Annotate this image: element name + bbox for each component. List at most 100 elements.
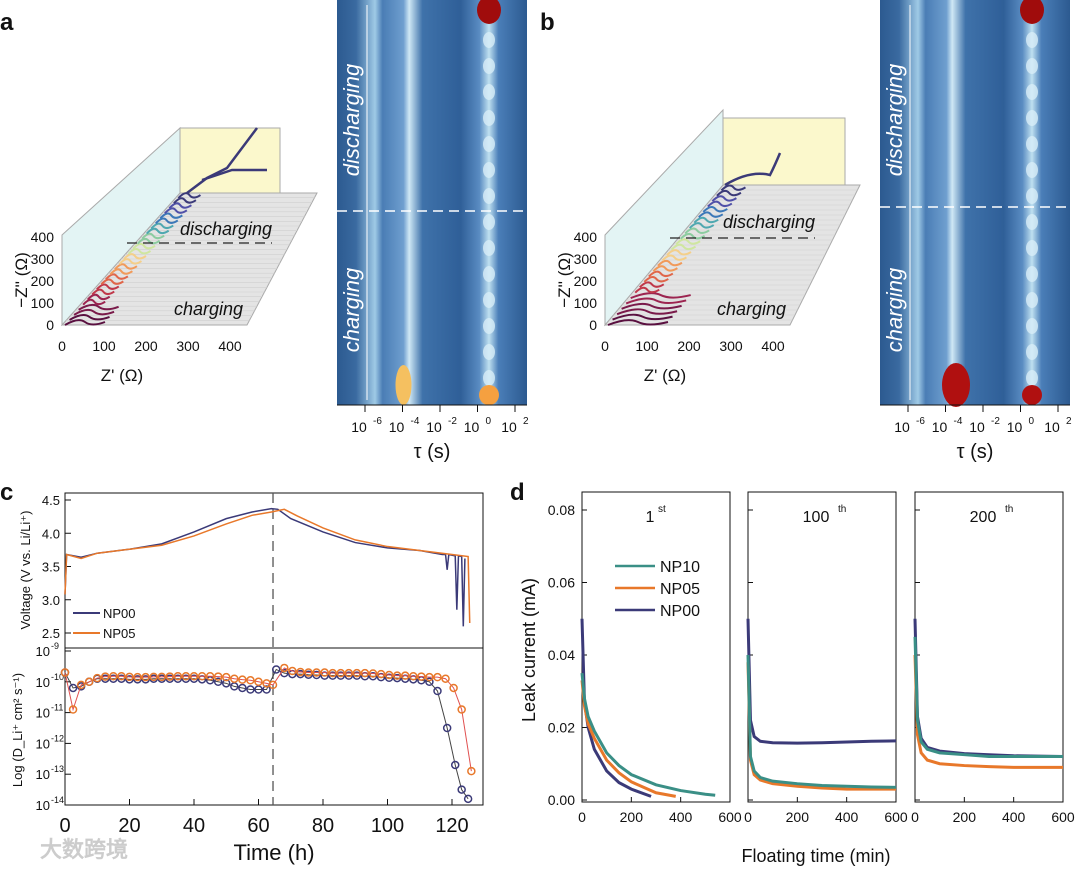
impedance-curve bbox=[693, 216, 719, 224]
impedance-curve bbox=[127, 248, 152, 255]
y-tick-label: 0.02 bbox=[548, 720, 575, 736]
diffusion-point-NP05 bbox=[368, 669, 378, 678]
diffusion-point-NP05 bbox=[433, 672, 442, 682]
y-tick-label: 4.5 bbox=[42, 493, 60, 508]
y-tick-label: 3.5 bbox=[42, 560, 60, 575]
diffusion-point-NP05 bbox=[425, 672, 434, 682]
panel-label-a: a bbox=[0, 9, 14, 36]
impedance-curve bbox=[73, 308, 115, 316]
heatmap-hotspot bbox=[942, 363, 970, 407]
diffusion-point-NP05 bbox=[101, 672, 110, 681]
impedance-curve bbox=[114, 263, 138, 270]
diffusion-point-NP05 bbox=[400, 671, 410, 680]
x-tick-label: 10 bbox=[894, 419, 910, 435]
x-axis-label: Z' (Ω) bbox=[101, 366, 143, 385]
y-tick-exponent: -13 bbox=[51, 764, 64, 774]
heatmap-feature bbox=[1026, 84, 1038, 100]
impedance-curve bbox=[168, 202, 192, 209]
heatmap-feature bbox=[483, 84, 495, 100]
impedance-curve bbox=[96, 283, 120, 291]
legend-label-NP05: NP05 bbox=[660, 581, 700, 598]
impedance-curve bbox=[634, 286, 660, 294]
impedance-curve bbox=[630, 292, 691, 300]
y-tick-label: 300 bbox=[574, 251, 598, 267]
y-tick-label: 2.5 bbox=[42, 626, 60, 641]
heatmap-feature bbox=[1026, 266, 1038, 282]
x-tick-label: 400 bbox=[1002, 809, 1026, 825]
x-tick-exponent: -6 bbox=[373, 416, 382, 427]
annotation-charging: charging bbox=[882, 267, 907, 352]
diffusion-point-NP00 bbox=[109, 674, 118, 683]
diffusion-point-NP05 bbox=[449, 683, 458, 693]
y-tick-label: 4.0 bbox=[42, 526, 60, 541]
x-tick-exponent: 2 bbox=[523, 416, 529, 427]
x-tick-exponent: -4 bbox=[411, 416, 420, 427]
diffusion-point-NP05 bbox=[288, 666, 297, 676]
diffusion-point-NP05 bbox=[109, 672, 118, 681]
diffusion-point-NP05 bbox=[336, 668, 345, 678]
impedance-curve bbox=[688, 222, 715, 229]
impedance-curve bbox=[164, 207, 188, 214]
diffusion-point-NP05 bbox=[417, 672, 426, 681]
impedance-curve-final bbox=[186, 127, 258, 194]
diffusion-point-NP05 bbox=[197, 672, 207, 681]
diffusion-point-NP05 bbox=[280, 663, 289, 673]
y-tick-label: 100 bbox=[574, 295, 598, 311]
voltage-line-NP05 bbox=[64, 508, 471, 624]
heatmap-feature bbox=[1026, 292, 1038, 308]
leak-current-line-NP00 bbox=[746, 618, 897, 745]
impedance-curve bbox=[136, 237, 161, 245]
y-tick-label: 100 bbox=[31, 295, 55, 311]
impedance-curve-final bbox=[724, 152, 782, 187]
plot-frame bbox=[64, 492, 484, 806]
y-tick-label: 0 bbox=[589, 317, 597, 333]
impedance-curve bbox=[100, 278, 124, 286]
heatmap-hotspot bbox=[395, 365, 412, 405]
x-tick-label: 10 bbox=[464, 419, 480, 435]
annotation-charging: charging bbox=[717, 299, 786, 319]
heatmap-feature bbox=[483, 266, 495, 282]
x-tick-label: 200 bbox=[953, 809, 977, 825]
diffusion-point-NP00 bbox=[238, 683, 247, 693]
diffusion-point-NP05 bbox=[213, 672, 223, 681]
impedance-curve bbox=[91, 288, 115, 296]
y-tick-label: 0.00 bbox=[548, 792, 575, 808]
impedance-curve bbox=[64, 319, 106, 326]
diffusion-point-NP05 bbox=[409, 672, 418, 681]
diffusion-point-NP05 bbox=[328, 668, 337, 678]
x-tick-label: 10 bbox=[1007, 419, 1023, 435]
x-tick-label: 0 bbox=[578, 809, 586, 825]
cycle-label: 200 bbox=[970, 509, 997, 526]
diffusion-point-NP00 bbox=[205, 676, 215, 685]
diffusion-point-NP05 bbox=[246, 676, 255, 685]
diffusion-point-NP05 bbox=[467, 766, 476, 776]
y-tick-label-base: 10 bbox=[36, 798, 50, 813]
x-axis-label: τ (s) bbox=[414, 441, 451, 463]
impedance-curve bbox=[684, 227, 710, 235]
diffusion-point-NP00 bbox=[262, 685, 271, 694]
diffusion-point-NP00 bbox=[312, 670, 321, 680]
x-tick-label: 400 bbox=[669, 809, 693, 825]
y-tick-label-base: 10 bbox=[36, 736, 50, 751]
diffusion-point-NP00 bbox=[328, 671, 337, 680]
impedance-curve bbox=[132, 242, 156, 250]
y-tick-label: 300 bbox=[31, 251, 55, 267]
diffusion-point-NP05 bbox=[360, 668, 370, 678]
heatmap-feature bbox=[483, 214, 495, 230]
x-axis-label: τ (s) bbox=[957, 441, 994, 463]
x-tick-label: 200 bbox=[677, 338, 701, 354]
impedance-curve bbox=[670, 243, 697, 251]
diffusion-point-NP00 bbox=[392, 673, 402, 683]
panel-label-b: b bbox=[540, 9, 555, 36]
diffusion-point-NP05 bbox=[352, 668, 362, 678]
impedance-curve bbox=[621, 302, 682, 310]
y-tick-exponent: -14 bbox=[51, 795, 64, 805]
x-tick-label: 10 bbox=[969, 419, 985, 435]
x-tick-label: 0 bbox=[59, 815, 70, 837]
impedance-curve-final bbox=[201, 168, 267, 182]
x-tick-label: 0 bbox=[744, 809, 752, 825]
x-tick-exponent: 0 bbox=[1029, 416, 1035, 427]
panel-a-3d-nyquist: discharging charging 00 100 100 200 200 300 300 4… bbox=[12, 126, 318, 385]
impedance-curve bbox=[78, 303, 119, 311]
